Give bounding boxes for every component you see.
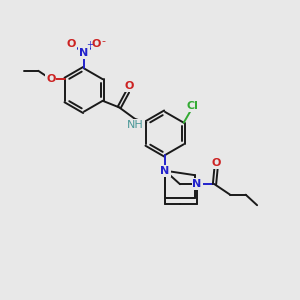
Text: O: O (67, 39, 76, 50)
Text: N: N (160, 166, 169, 176)
Text: -: - (101, 36, 105, 46)
Text: O: O (211, 158, 221, 168)
Text: N: N (193, 179, 202, 189)
Text: O: O (92, 39, 101, 50)
Text: O: O (46, 74, 56, 84)
Text: +: + (86, 40, 92, 49)
Text: N: N (80, 48, 88, 58)
Text: Cl: Cl (187, 101, 199, 111)
Text: NH: NH (127, 120, 144, 130)
Text: O: O (124, 81, 134, 92)
